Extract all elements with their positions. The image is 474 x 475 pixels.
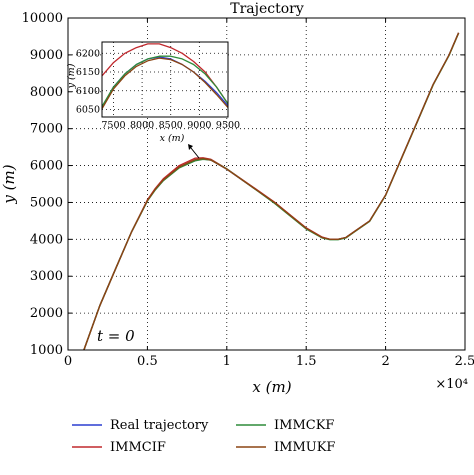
y-tick-label: 7000 bbox=[30, 122, 63, 137]
inset-x-tick-label: 9000 bbox=[187, 120, 211, 131]
chart-title: Trajectory bbox=[230, 1, 304, 17]
inset-y-tick-label: 6100 bbox=[76, 86, 100, 97]
y-tick-label: 1000 bbox=[30, 343, 63, 358]
main-ticks: 0 0.5 1 1.5 2 2.5 1000 2000 3000 4000 5000 6000 7000… bbox=[22, 11, 474, 369]
inset-x-tick-label: 7500 bbox=[101, 120, 125, 131]
legend-label: IMMCKF bbox=[274, 418, 334, 433]
x-tick-label: 2.5 bbox=[455, 354, 474, 369]
inset-x-axis-label: x (m) bbox=[160, 133, 185, 144]
x-tick-label: 1 bbox=[223, 354, 231, 369]
legend-label: Real trajectory bbox=[110, 418, 209, 433]
t0-annotation: t = 0 bbox=[97, 327, 135, 345]
y-tick-label: 8000 bbox=[30, 85, 63, 100]
series-line-immukf bbox=[83, 32, 460, 351]
inset-grid bbox=[102, 42, 228, 117]
inset-y-axis-label: y (m) bbox=[66, 63, 77, 89]
inset-x-tick-label: 8500 bbox=[159, 120, 183, 131]
inset-pointer-arrow bbox=[188, 144, 200, 159]
inset-ticks: 7500 8000 8500 9000 9500 6050 6100 6150 6200 bbox=[76, 48, 240, 131]
y-tick-label: 6000 bbox=[30, 159, 63, 174]
x-tick-label: 0.5 bbox=[137, 354, 158, 369]
plot-frame bbox=[67, 17, 466, 351]
main-grid bbox=[68, 18, 465, 350]
y-tick-label: 4000 bbox=[30, 232, 63, 247]
inset-y-tick-label: 6150 bbox=[76, 67, 100, 78]
inset-x-tick-label: 9500 bbox=[216, 120, 240, 131]
inset-frame bbox=[101, 41, 229, 118]
legend-label: IMMCIF bbox=[110, 440, 166, 455]
x-exponent-label: ×10⁴ bbox=[435, 377, 468, 392]
x-tick-label: 0 bbox=[64, 354, 72, 369]
main-series bbox=[83, 32, 460, 351]
inset-x-tick-label: 8000 bbox=[130, 120, 154, 131]
y-tick-label: 5000 bbox=[30, 195, 63, 210]
legend: Real trajectory IMMCKF IMMCIF IMMUKF bbox=[72, 418, 335, 455]
inset-series bbox=[101, 43, 229, 110]
inset-y-tick-label: 6050 bbox=[76, 105, 100, 116]
y-tick-label: 9000 bbox=[30, 48, 63, 63]
inset-plot: 7500 8000 8500 9000 9500 6050 6100 6150 6200 x (… bbox=[66, 41, 240, 144]
x-axis-label: x (m) bbox=[252, 378, 291, 396]
inset-y-tick-label: 6200 bbox=[76, 48, 100, 59]
y-tick-label: 3000 bbox=[30, 269, 63, 284]
inset-series-line-immcif bbox=[101, 43, 229, 105]
x-tick-label: 1.5 bbox=[296, 354, 317, 369]
x-tick-label: 2 bbox=[381, 354, 389, 369]
legend-label: IMMUKF bbox=[274, 440, 335, 455]
inset-series-line-immckf bbox=[101, 55, 229, 107]
inset-series-line-immukf bbox=[101, 57, 229, 110]
y-tick-label: 2000 bbox=[30, 306, 63, 321]
y-tick-label: 10000 bbox=[22, 11, 63, 26]
y-axis-label: y (m) bbox=[0, 164, 18, 204]
